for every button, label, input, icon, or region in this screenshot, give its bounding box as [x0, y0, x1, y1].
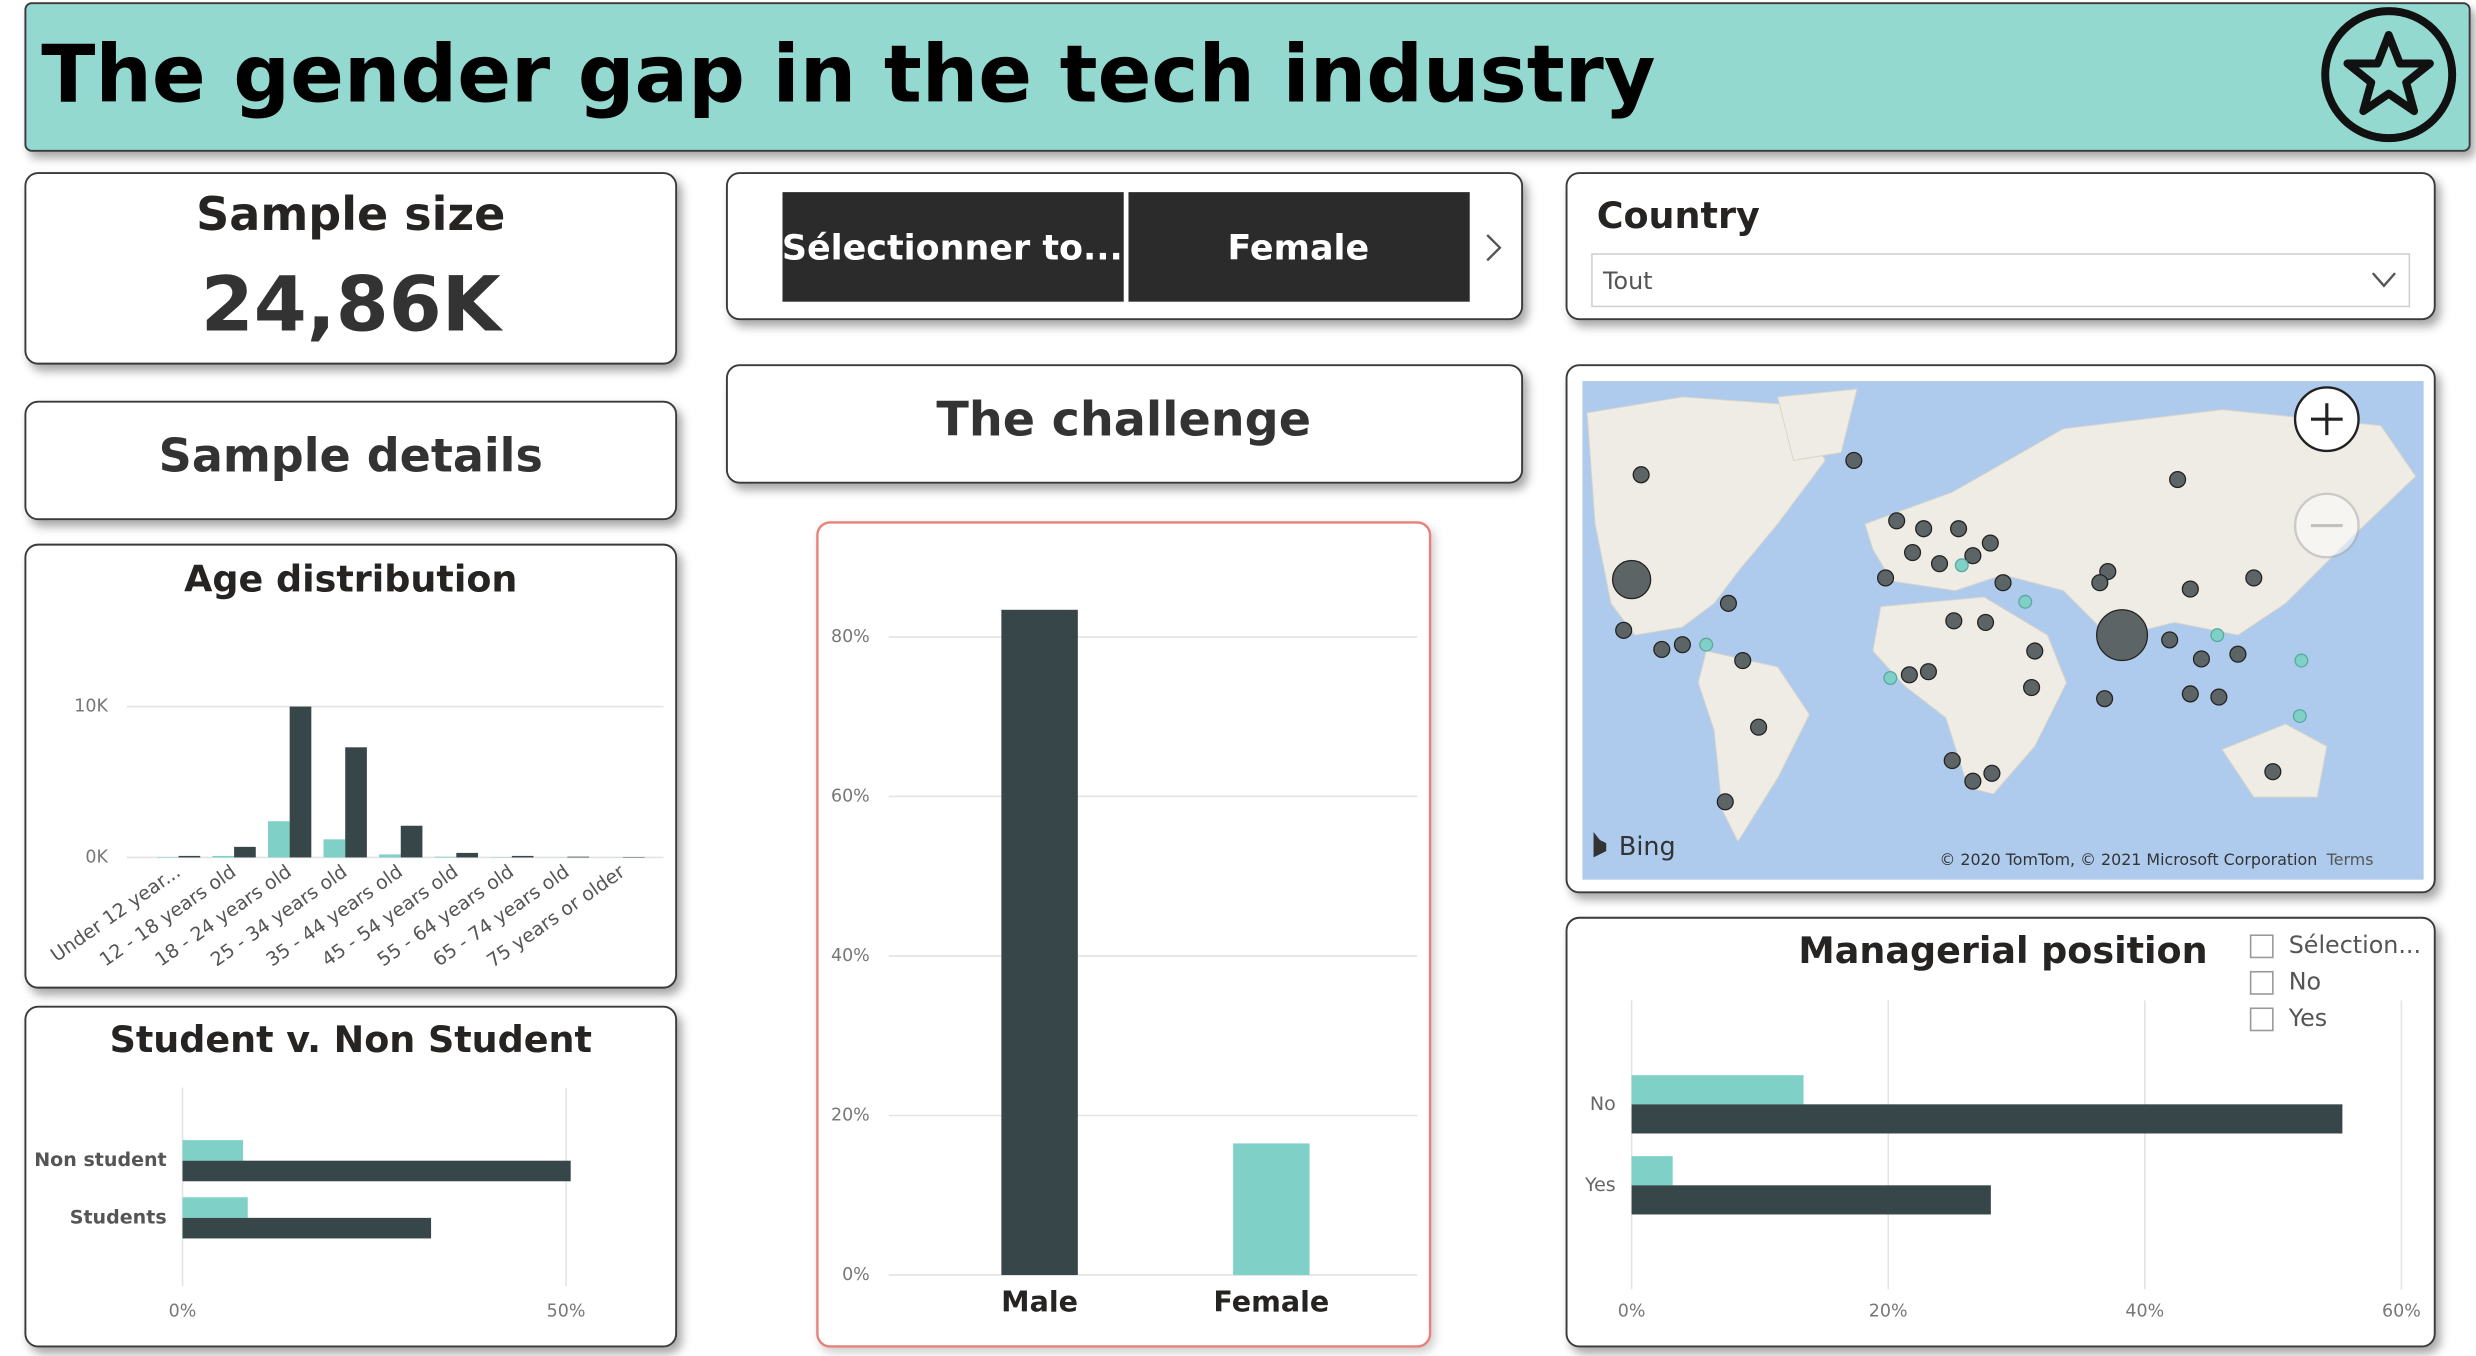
x-tick-label: Female — [1213, 1285, 1329, 1319]
x-tick-label: Male — [1001, 1285, 1078, 1319]
slicer-button-label: Sélectionner to... — [782, 228, 1123, 268]
slicer-next[interactable] — [1486, 234, 1502, 262]
dropdown-chevron — [2371, 272, 2396, 288]
checkbox-label: Yes — [2288, 1004, 2327, 1032]
bar — [1631, 1156, 1673, 1186]
challenge-chart-card — [816, 521, 1432, 1348]
y-tick-label: Non student — [34, 1149, 166, 1171]
favorite-button[interactable] — [2321, 7, 2457, 143]
challenge-label: The challenge — [936, 392, 1311, 447]
header-bar — [24, 2, 2471, 152]
sample-size-card — [24, 172, 678, 365]
y-tick-label: No — [1590, 1093, 1616, 1115]
bar — [567, 856, 590, 858]
zoom-in[interactable] — [2293, 386, 2360, 453]
bar — [511, 855, 534, 858]
page-title: The gender gap in the tech industry — [41, 27, 1655, 120]
bar — [267, 821, 290, 858]
checkbox[interactable] — [2249, 970, 2274, 995]
bar — [1631, 1185, 1991, 1215]
bar — [182, 1140, 244, 1161]
map-attribution: © 2020 TomTom, © 2021 Microsoft Corporat… — [1939, 850, 2317, 869]
country-value: Tout — [1602, 267, 1652, 295]
bar — [178, 855, 201, 858]
bar — [345, 747, 367, 858]
slicer-button-label: Female — [1227, 228, 1369, 268]
y-tick-label: Students — [70, 1206, 167, 1228]
bar — [1001, 609, 1078, 1276]
map-provider: Bing — [1619, 831, 1676, 861]
x-tick-label: 0% — [1618, 1302, 1646, 1322]
bar — [212, 855, 235, 858]
checkbox[interactable] — [2249, 1007, 2274, 1032]
bar — [400, 825, 423, 858]
checkbox-label: Sélection... — [2289, 931, 2421, 959]
chart-title: Student v. Non Student — [110, 1018, 592, 1061]
x-tick-label: 40% — [2125, 1302, 2164, 1322]
map[interactable]: Bing © 2020 TomTom, © 2021 Microsoft Cor… — [1582, 381, 2424, 880]
x-tick-label: 50% — [547, 1302, 586, 1322]
slicer-button[interactable] — [782, 192, 1124, 302]
bar — [289, 706, 312, 858]
sample-size-label: Sample size — [196, 187, 505, 241]
bar — [434, 856, 457, 858]
bar — [1631, 1104, 2343, 1134]
bar — [182, 1217, 432, 1239]
y-tick-label: 0% — [842, 1265, 870, 1285]
sample-details-card — [24, 400, 678, 521]
country-dropdown[interactable] — [1591, 253, 2411, 308]
y-tick-label: 80% — [831, 627, 870, 647]
country-label: Country — [1597, 194, 1760, 237]
bing-logo — [1593, 832, 1607, 858]
y-tick-label: 20% — [831, 1105, 870, 1125]
y-tick-label: 60% — [831, 786, 870, 806]
chart-title: Managerial position — [1798, 929, 2207, 972]
bar — [1631, 1075, 1804, 1105]
bar — [234, 846, 256, 858]
x-tick-label: 0% — [169, 1302, 197, 1322]
bar — [182, 1197, 248, 1218]
bar — [456, 852, 478, 858]
y-tick-label: Yes — [1584, 1174, 1616, 1196]
zoom-out[interactable] — [2293, 492, 2360, 559]
y-tick-label: 40% — [831, 946, 870, 966]
x-tick-label: 60% — [2382, 1302, 2421, 1322]
sample-size-value: 24,86K — [201, 260, 504, 349]
checkbox[interactable] — [2249, 934, 2274, 959]
slicer-button[interactable] — [1128, 192, 1470, 302]
challenge-card — [725, 364, 1524, 484]
chart-title: Age distribution — [184, 558, 517, 601]
x-tick-label: 20% — [1869, 1302, 1908, 1322]
y-tick-label: 10K — [74, 697, 108, 717]
bar — [323, 839, 346, 858]
map-terms[interactable]: Terms — [2326, 850, 2374, 869]
bar — [1233, 1143, 1310, 1276]
y-tick-label: 0K — [85, 847, 108, 867]
checkbox-label: No — [2289, 967, 2321, 995]
bar — [182, 1160, 571, 1182]
bar — [379, 854, 401, 858]
sample-details-label: Sample details — [159, 428, 543, 482]
